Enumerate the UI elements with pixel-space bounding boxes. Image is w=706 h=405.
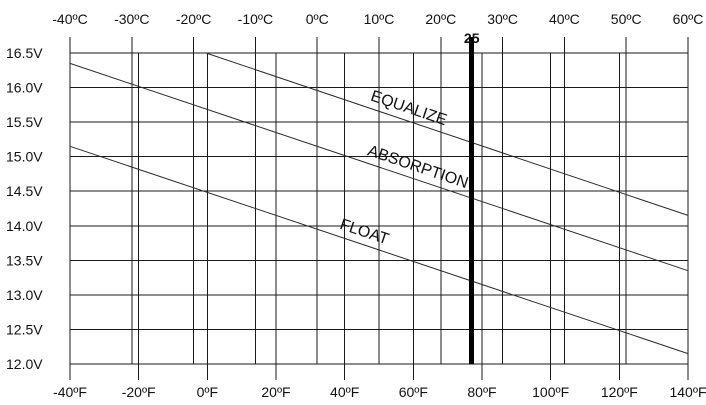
x-top-tick-label-20-c: -20ºC <box>176 11 211 27</box>
x-bottom-tick-label-40-f: -40ºF <box>53 384 87 400</box>
x-bottom-tick-label-120-f: 120ºF <box>601 384 638 400</box>
y-tick-label-12-0v: 12.0V <box>6 356 43 372</box>
x-top-tick-label-30-c: -30ºC <box>114 11 149 27</box>
curve-label-equalize: EQUALIZE <box>368 88 448 129</box>
y-tick-label-12-5v: 12.5V <box>6 321 43 337</box>
y-tick-label-13-5v: 13.5V <box>6 252 43 268</box>
x-bottom-tick-label-80-f: 80ºF <box>467 384 496 400</box>
x-top-tick-label-60-c: 60ºC <box>673 11 704 27</box>
y-tick-label-15-0v: 15.0V <box>6 149 43 165</box>
curve-label-float: FLOAT <box>338 216 391 248</box>
x-bottom-tick-label-20-f: 20ºF <box>261 384 290 400</box>
x-top-tick-label-10-c: -10ºC <box>238 11 273 27</box>
x-top-tick-label-0-c: 0ºC <box>306 11 329 27</box>
series-line-absorption <box>69 62 689 272</box>
x-bottom-tick-label-0-f: 0ºF <box>197 384 218 400</box>
x-bottom-tick-label-60-f: 60ºF <box>399 384 428 400</box>
x-top-tick-label-30-c: 30ºC <box>487 11 518 27</box>
grid-layer <box>69 37 689 380</box>
x-top-tick-label-50-c: 50ºC <box>611 11 642 27</box>
x-top-tick-label-20-c: 20ºC <box>425 11 456 27</box>
y-tick-label-16-0v: 16.0V <box>6 80 43 96</box>
series-layer <box>69 52 689 355</box>
y-tick-label-15-5v: 15.5V <box>6 114 43 130</box>
y-tick-label-14-0v: 14.0V <box>6 218 43 234</box>
series-line-equalize <box>205 52 689 216</box>
y-tick-label-16-5v: 16.5V <box>6 45 43 61</box>
label-layer: 12.0V 12.5V 13.0V 13.5V 14.0V 14.5V 15.0V 15.5V… <box>6 11 706 400</box>
x-top-tick-label-40-c: 40ºC <box>549 11 580 27</box>
x-bottom-tick-label-40-f: 40ºF <box>330 384 359 400</box>
x-top-tick-label-40-c: -40ºC <box>52 11 87 27</box>
x-bottom-tick-label-100-f: 100ºF <box>532 384 569 400</box>
series-line-float <box>69 145 689 355</box>
reference-line-label-25: 25 <box>464 30 480 46</box>
x-top-tick-label-10-c: 10ºC <box>364 11 395 27</box>
y-tick-label-14-5v: 14.5V <box>6 183 43 199</box>
x-bottom-tick-label-140-f: 140ºF <box>669 384 706 400</box>
x-bottom-tick-label-20-f: -20ºF <box>122 384 156 400</box>
y-tick-label-13-0v: 13.0V <box>6 287 43 303</box>
